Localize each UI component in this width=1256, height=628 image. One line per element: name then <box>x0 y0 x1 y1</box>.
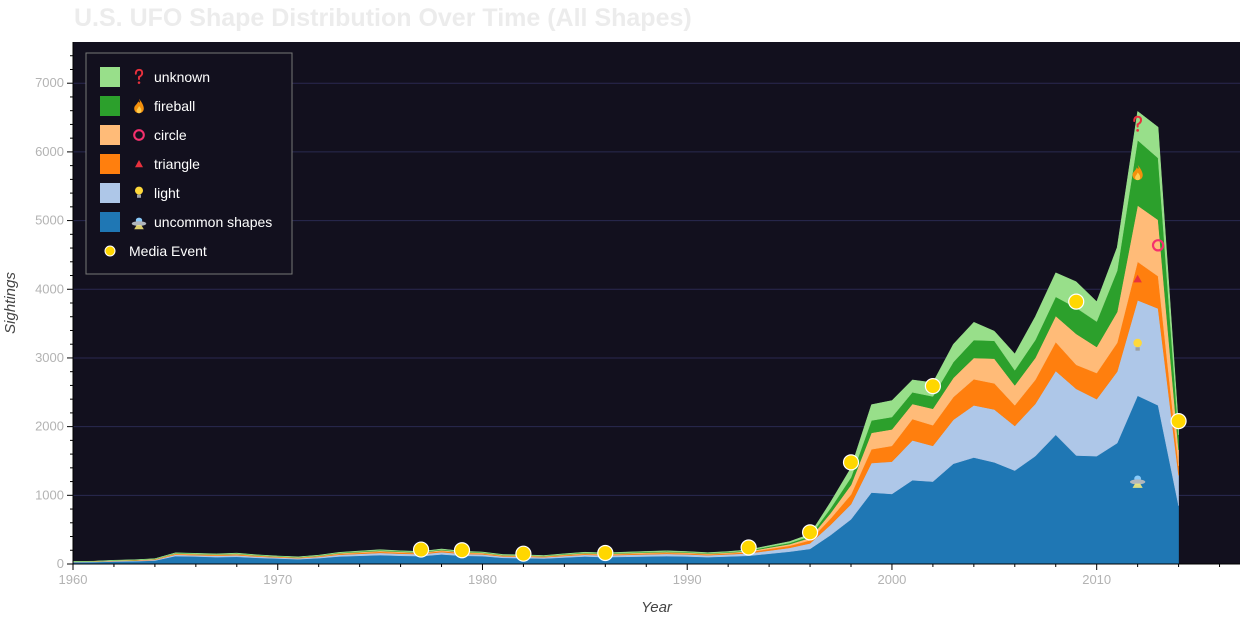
question-dot <box>1136 129 1139 132</box>
chart-title: U.S. UFO Shape Distribution Over Time (A… <box>74 4 692 32</box>
media-dot <box>104 245 116 257</box>
legend: unknown fireball circle triangle light uncomm… <box>85 52 293 275</box>
bulb-glass <box>135 186 143 195</box>
triangle-shape <box>135 160 143 168</box>
y-tick-label: 7000 <box>35 75 64 90</box>
ring-shape <box>1151 239 1165 252</box>
x-axis-title: Year <box>641 599 673 616</box>
ufo-beam <box>1132 483 1143 488</box>
flame-inner <box>1135 172 1141 181</box>
media-event-point <box>453 542 471 559</box>
legend-label: uncommon shapes <box>154 214 272 230</box>
legend-swatch <box>100 212 120 232</box>
question-curve <box>1133 115 1143 128</box>
flame-icon <box>134 98 144 114</box>
y-tick-label: 6000 <box>35 144 64 159</box>
ring-icon <box>133 129 145 141</box>
ufo-icon <box>1129 475 1146 488</box>
y-tick-label: 5000 <box>35 213 64 228</box>
flame-icon <box>1132 164 1143 181</box>
flame-inner <box>136 106 142 114</box>
ring-icon <box>1151 239 1165 252</box>
bulb-glass <box>1133 338 1142 348</box>
question-icon <box>134 68 144 84</box>
triangle-shape <box>1133 274 1142 283</box>
bulb-base <box>1135 347 1140 351</box>
legend-item: triangle <box>100 154 200 174</box>
y-tick-label: 1000 <box>35 487 64 502</box>
x-tick-label: 2010 <box>1082 572 1111 587</box>
ufo-icon <box>131 217 147 230</box>
legend-box <box>85 52 293 275</box>
lightbulb-icon <box>1133 338 1142 351</box>
media-event-point <box>597 544 614 562</box>
x-tick-label: 2000 <box>877 572 906 587</box>
triangle-icon <box>135 160 143 168</box>
legend-label: unknown <box>154 69 210 85</box>
media-event-point <box>801 524 819 541</box>
bulb-base <box>137 194 141 198</box>
legend-item: circle <box>100 125 187 145</box>
media-event-point <box>1068 293 1085 310</box>
legend-item: light <box>100 183 180 203</box>
legend-swatch <box>100 125 120 145</box>
legend-swatch <box>100 67 120 87</box>
media-event-point <box>412 541 430 558</box>
x-tick-label: 1980 <box>468 572 497 587</box>
media-event-point <box>924 378 941 395</box>
question-curve <box>134 68 144 80</box>
question-dot <box>137 81 141 84</box>
y-tick-label: 3000 <box>35 350 64 365</box>
triangle-icon <box>1133 274 1142 283</box>
x-tick-label: 1970 <box>263 572 292 587</box>
ring-shape <box>133 129 145 141</box>
media-event-point <box>740 539 757 556</box>
y-axis-title: Sightings <box>2 272 19 334</box>
legend-swatch <box>100 154 120 174</box>
media-event-point <box>515 545 532 562</box>
ufo-saucer <box>131 221 147 226</box>
lightbulb-icon <box>135 186 143 198</box>
legend-label: triangle <box>154 156 200 172</box>
legend-item: uncommon shapes <box>100 212 272 232</box>
y-tick-label: 4000 <box>35 281 64 296</box>
legend-label: fireball <box>154 98 195 114</box>
legend-swatch <box>100 96 120 116</box>
y-tick-label: 0 <box>57 556 64 571</box>
x-tick-label: 1960 <box>59 572 88 587</box>
x-tick-label: 1990 <box>673 572 702 587</box>
question-icon <box>1133 115 1143 132</box>
media-event-point <box>1170 413 1187 430</box>
legend-label: Media Event <box>129 243 207 259</box>
legend-label: light <box>154 185 180 201</box>
media-dot-icon <box>104 245 116 257</box>
legend-label: circle <box>154 127 187 143</box>
legend-swatch <box>100 183 120 203</box>
legend-item: Media Event <box>104 243 207 259</box>
ufo-beam <box>134 225 144 230</box>
y-tick-label: 2000 <box>35 419 64 434</box>
media-event-point <box>842 454 860 471</box>
legend-item: unknown <box>100 67 210 87</box>
legend-item: fireball <box>100 96 195 116</box>
ufo-saucer <box>1129 479 1146 485</box>
